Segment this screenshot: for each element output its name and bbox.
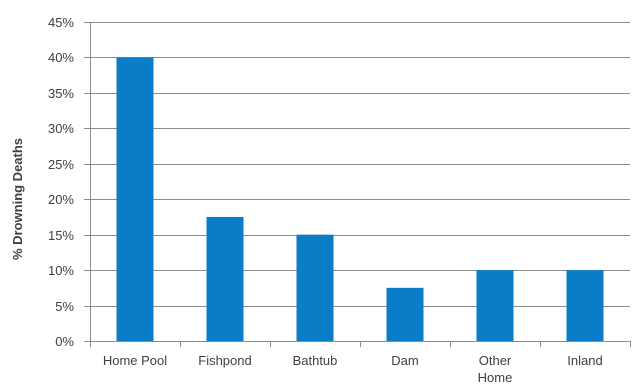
x-tick-labels: Home Pool Fishpond Bathtub Dam Other Home Inla… xyxy=(103,353,603,385)
y-tick-label: 20% xyxy=(48,192,74,207)
y-axis-label: % Drowning Deaths xyxy=(10,138,25,260)
axes xyxy=(84,22,631,347)
bar xyxy=(476,270,514,341)
gridlines xyxy=(90,22,630,307)
y-tick-label: 45% xyxy=(48,15,74,30)
bar xyxy=(296,234,334,341)
x-tick-label: Dam xyxy=(391,353,418,368)
y-tick-label: 0% xyxy=(55,334,74,349)
y-tick-label: 5% xyxy=(55,299,74,314)
y-tick-label: 10% xyxy=(48,263,74,278)
x-tick-label: Other Home xyxy=(478,353,513,385)
y-tick-label: 30% xyxy=(48,121,74,136)
y-tick-label: 15% xyxy=(48,228,74,243)
y-tick-label: 35% xyxy=(48,86,74,101)
bar xyxy=(566,270,604,341)
y-tick-labels: 0% 5% 10% 15% 20% 25% 30% 35% 40% 45% xyxy=(48,15,74,349)
bars xyxy=(116,57,604,341)
y-tick-label: 25% xyxy=(48,157,74,172)
x-tick-label: Bathtub xyxy=(293,353,338,368)
bar xyxy=(116,57,154,341)
y-tick-label: 40% xyxy=(48,50,74,65)
bar xyxy=(386,287,424,341)
bar xyxy=(206,216,244,341)
x-tick-label: Home Pool xyxy=(103,353,167,368)
x-tick-label: Fishpond xyxy=(198,353,251,368)
x-tick-label: Inland xyxy=(567,353,602,368)
